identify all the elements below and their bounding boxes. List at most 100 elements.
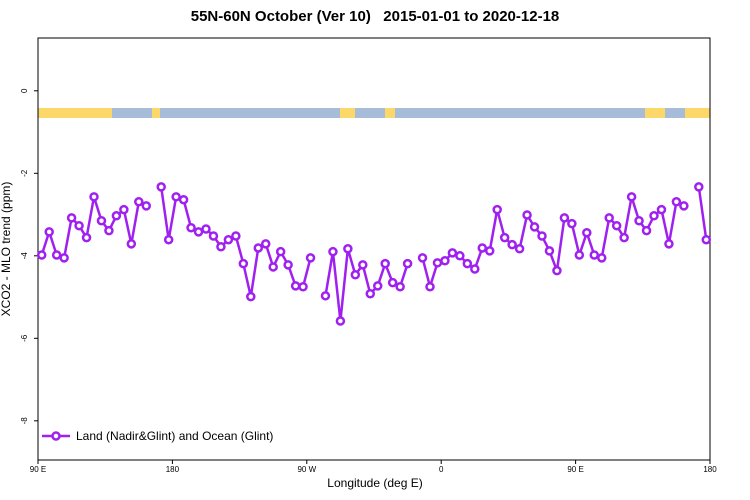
data-point (216, 241, 226, 252)
data-point (694, 182, 704, 192)
data-point (552, 265, 562, 276)
data-point (365, 289, 376, 299)
data-point (253, 243, 264, 253)
data-point (529, 222, 540, 232)
data-point (455, 251, 465, 261)
data-point (171, 192, 181, 202)
data-point (567, 218, 577, 229)
data-point (574, 250, 585, 260)
data-point (74, 220, 84, 231)
data-point (208, 231, 219, 241)
data-point (201, 224, 211, 234)
data-point (402, 258, 413, 269)
data-point (522, 210, 532, 220)
data-point (596, 253, 607, 263)
data-point (193, 227, 204, 237)
data-point (679, 201, 689, 211)
data-point (484, 246, 495, 256)
ocean-patch (665, 108, 685, 118)
data-point (163, 234, 174, 245)
data-point (440, 256, 450, 266)
data-point (186, 223, 196, 233)
data-point (537, 231, 547, 241)
x-tick-label: 90 E (567, 465, 583, 474)
data-point (36, 250, 47, 260)
data-point (223, 234, 234, 245)
data-point (447, 248, 458, 258)
data-point (260, 239, 271, 249)
y-axis-label: XCO2 - MLO trend (ppm) (0, 182, 13, 317)
data-point (111, 211, 122, 221)
data-point (544, 246, 555, 256)
legend-label: Land (Nadir&Glint) and Ocean (Glint) (76, 429, 273, 443)
legend: Land (Nadir&Glint) and Ocean (Glint) (42, 429, 273, 443)
data-point (477, 243, 488, 253)
y-tick-label: -6 (20, 334, 29, 342)
data-point (44, 227, 54, 237)
data-point (66, 213, 77, 223)
data-point (358, 260, 368, 270)
ocean-patch (160, 108, 340, 118)
data-point (395, 281, 405, 292)
ocean-patch (112, 108, 152, 118)
data-point (335, 316, 346, 326)
y-tick-label: 0 (20, 88, 29, 93)
data-point (96, 215, 107, 226)
data-point (701, 234, 712, 245)
data-point (380, 258, 390, 269)
data-point (626, 192, 637, 202)
map-strip (38, 108, 710, 118)
data-point (81, 232, 92, 243)
data-point (350, 270, 361, 280)
y-tick-label: -4 (20, 252, 29, 260)
data-point (104, 225, 114, 236)
data-point (283, 260, 293, 270)
data-point (387, 277, 398, 288)
data-point (246, 291, 256, 302)
y-tick-label: -8 (20, 417, 29, 425)
data-point (238, 258, 249, 269)
data-point (641, 225, 652, 236)
data-point (59, 253, 69, 263)
data-point (343, 244, 353, 254)
ocean-patch (355, 108, 385, 118)
data-point (231, 231, 241, 241)
data-point (178, 194, 189, 205)
data-point (372, 281, 383, 291)
x-tick-label: 90 W (297, 465, 316, 474)
data-point (499, 232, 510, 243)
data-point (126, 239, 137, 249)
data-point (305, 253, 316, 263)
data-point (298, 281, 308, 292)
data-point (619, 232, 629, 243)
data-point (51, 250, 62, 260)
data-point (275, 246, 286, 257)
x-tick-label: 90 E (30, 465, 46, 474)
data-point (582, 227, 592, 238)
data-point (141, 201, 152, 211)
x-tick-label: 180 (166, 465, 180, 474)
data-point (649, 211, 659, 221)
data-point (432, 258, 443, 268)
chart-title: 55N-60N October (Ver 10) 2015-01-01 to 2… (191, 8, 560, 25)
x-tick-label: 180 (703, 465, 717, 474)
data-point (134, 197, 144, 207)
data-point (589, 250, 600, 260)
data-point (89, 192, 99, 202)
data-point (417, 253, 428, 263)
data-point (514, 244, 525, 254)
x-tick-label: 0 (439, 465, 444, 474)
data-point (470, 264, 480, 274)
data-point (559, 213, 570, 223)
data-point (656, 204, 667, 215)
data-point (268, 262, 278, 272)
data-point (320, 291, 331, 301)
x-axis-label: Longitude (deg E) (327, 476, 422, 490)
data-point (634, 215, 644, 226)
data-point (507, 239, 517, 250)
data-point (671, 197, 682, 207)
data-point (492, 204, 502, 215)
data-point (425, 281, 435, 292)
